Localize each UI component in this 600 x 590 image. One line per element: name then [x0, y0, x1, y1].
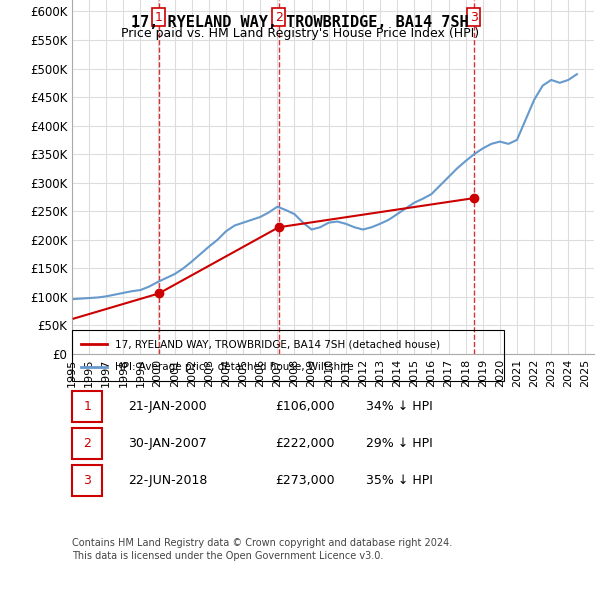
Text: 35% ↓ HPI: 35% ↓ HPI	[366, 474, 433, 487]
Text: £106,000: £106,000	[275, 400, 335, 413]
Text: This data is licensed under the Open Government Licence v3.0.: This data is licensed under the Open Gov…	[72, 551, 383, 561]
Text: 17, RYELAND WAY, TROWBRIDGE, BA14 7SH (detached house): 17, RYELAND WAY, TROWBRIDGE, BA14 7SH (d…	[115, 339, 440, 349]
Text: 2: 2	[275, 11, 283, 24]
Text: Contains HM Land Registry data © Crown copyright and database right 2024.: Contains HM Land Registry data © Crown c…	[72, 538, 452, 548]
Text: 1: 1	[83, 400, 91, 413]
Text: 2: 2	[83, 437, 91, 450]
Text: HPI: Average price, detached house, Wiltshire: HPI: Average price, detached house, Wilt…	[115, 362, 354, 372]
Text: Price paid vs. HM Land Registry's House Price Index (HPI): Price paid vs. HM Land Registry's House …	[121, 27, 479, 40]
FancyBboxPatch shape	[72, 428, 102, 459]
Text: 34% ↓ HPI: 34% ↓ HPI	[366, 400, 433, 413]
Text: 29% ↓ HPI: 29% ↓ HPI	[366, 437, 433, 450]
Text: 1: 1	[155, 11, 163, 24]
Text: £273,000: £273,000	[275, 474, 335, 487]
Text: 3: 3	[83, 474, 91, 487]
Text: £222,000: £222,000	[275, 437, 335, 450]
Text: 3: 3	[470, 11, 478, 24]
Text: 21-JAN-2000: 21-JAN-2000	[128, 400, 207, 413]
Text: 30-JAN-2007: 30-JAN-2007	[128, 437, 207, 450]
Text: 17, RYELAND WAY, TROWBRIDGE, BA14 7SH: 17, RYELAND WAY, TROWBRIDGE, BA14 7SH	[131, 15, 469, 30]
Text: 22-JUN-2018: 22-JUN-2018	[128, 474, 208, 487]
FancyBboxPatch shape	[72, 391, 102, 422]
FancyBboxPatch shape	[72, 466, 102, 496]
